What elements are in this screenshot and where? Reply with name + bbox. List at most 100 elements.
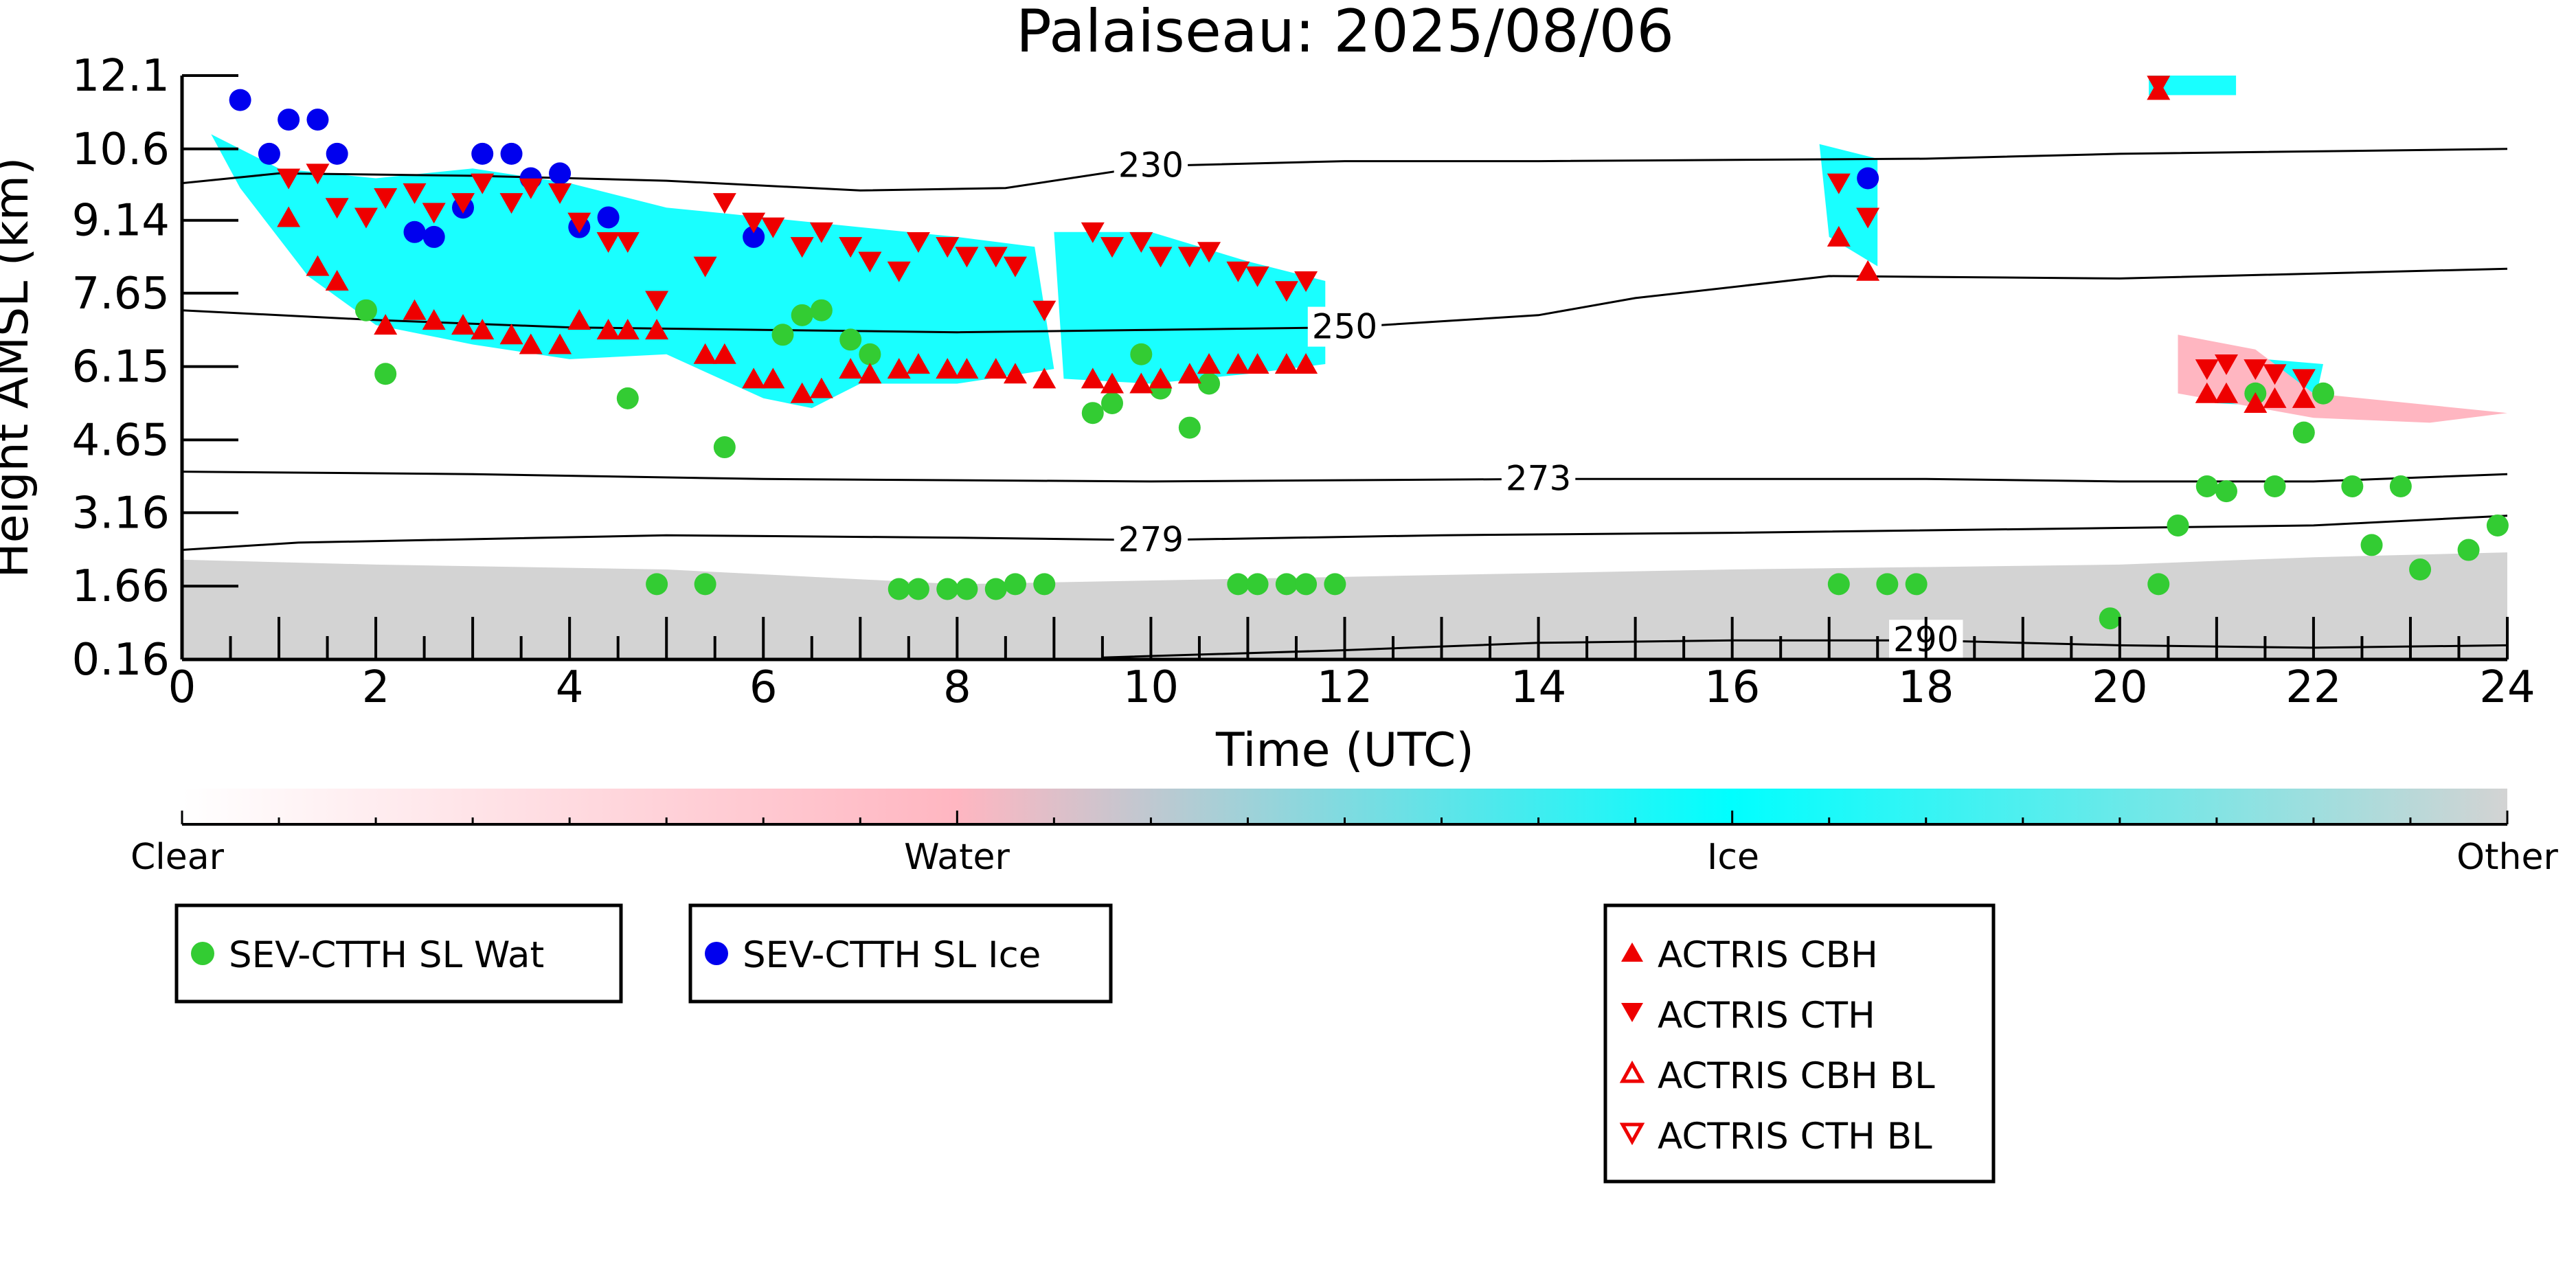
y-tick-label-9.14: 9.14	[72, 196, 170, 247]
x-tick-label-2: 2	[362, 662, 390, 713]
x-tick-label-4: 4	[556, 662, 584, 713]
marker-sev-ctth-sl-wat-41	[2341, 475, 2364, 497]
marker-actris-cbh-4	[403, 299, 427, 320]
x-tick-label-24: 24	[2479, 662, 2535, 713]
marker-sev-ctth-sl-wat-23	[1198, 372, 1221, 395]
marker-actris-cbh-8	[499, 324, 523, 345]
y-tick-label-6.15: 6.15	[72, 342, 170, 393]
legend-marker-cbh-bl	[1619, 1060, 1645, 1083]
marker-actris-cbh-27	[984, 358, 1008, 379]
marker-sev-ctth-sl-wat-18	[1081, 402, 1104, 425]
marker-sev-ctth-sl-ice-5	[403, 221, 426, 243]
legend-label-cth-bl: ACTRIS CTH BL	[1658, 1116, 1932, 1157]
marker-actris-cth-48	[2292, 369, 2316, 390]
marker-sev-ctth-sl-ice-0	[229, 89, 251, 111]
marker-actris-cbh-40	[1827, 225, 1851, 247]
marker-actris-cth-41	[1827, 173, 1851, 194]
marker-actris-cbh-32	[1129, 372, 1153, 394]
y-axis-ticks: 0.16 1.66 3.16 4.65 6.15 7.65 9.14 10.6 12.1	[72, 51, 238, 686]
marker-actris-cbh-16	[712, 343, 736, 364]
colorbar-label-other: Other	[2456, 837, 2558, 878]
marker-actris-cth-14	[615, 232, 640, 253]
legend-actris: ACTRIS CBH ACTRIS CTH ACTRIS CBH BL ACTR…	[1603, 903, 1996, 1184]
marker-sev-ctth-sl-wat-8	[810, 299, 833, 321]
marker-actris-cth-5	[403, 183, 427, 204]
marker-actris-cbh-24	[906, 353, 930, 374]
marker-actris-cbh-22	[858, 363, 882, 384]
marker-sev-ctth-sl-ice-13	[597, 206, 620, 229]
marker-sev-ctth-sl-ice-6	[422, 225, 445, 248]
marker-actris-cbh-11	[567, 308, 591, 330]
contour-label-bg-273	[1501, 458, 1576, 499]
marker-actris-cth-19	[761, 217, 785, 238]
marker-actris-cbh-47	[2292, 387, 2316, 408]
marker-actris-cbh-20	[809, 377, 833, 398]
marker-actris-cbh-31	[1100, 372, 1124, 394]
y-tick-label-4.65: 4.65	[72, 415, 170, 466]
marker-actris-cbh-45	[2244, 392, 2268, 413]
x-tick-label-0: 0	[168, 662, 196, 713]
y-tick-label-10.6: 10.6	[72, 124, 170, 175]
marker-actris-cth-20	[790, 237, 814, 258]
marker-actris-cth-28	[984, 247, 1008, 268]
marker-sev-ctth-sl-wat-10	[859, 343, 881, 365]
marker-sev-ctth-sl-wat-44	[2409, 558, 2432, 581]
marker-sev-ctth-sl-wat-24	[1227, 573, 1250, 596]
marker-actris-cth-16	[693, 256, 717, 278]
marker-sev-ctth-sl-wat-7	[791, 304, 813, 326]
marker-actris-cbh-46	[2263, 387, 2287, 408]
marker-sev-ctth-sl-wat-39	[2292, 421, 2315, 444]
marker-actris-cth-22	[839, 237, 863, 258]
marker-actris-cbh-29	[1032, 368, 1057, 389]
marker-sev-ctth-sl-ice-3	[306, 109, 329, 131]
x-tick-label-10: 10	[1123, 662, 1179, 713]
marker-sev-ctth-sl-wat-20	[1130, 343, 1153, 365]
marker-actris-cbh-36	[1226, 353, 1250, 374]
marker-sev-ctth-sl-wat-31	[1905, 573, 1928, 596]
marker-actris-cth-18	[742, 212, 766, 234]
marker-actris-cbh-2	[325, 269, 349, 291]
marker-sev-ctth-sl-wat-35	[2195, 475, 2218, 497]
marker-sev-ctth-sl-wat-45	[2457, 539, 2480, 561]
colorbar-label-ice: Ice	[1707, 837, 1759, 878]
cloud-region-water-6	[2178, 335, 2507, 423]
marker-actris-cbh-6	[451, 314, 475, 335]
marker-actris-cbh-26	[955, 358, 979, 379]
marker-actris-cbh-43	[2195, 382, 2219, 403]
marker-sev-ctth-sl-wat-6	[771, 324, 794, 346]
legend-marker-cbh	[1621, 942, 1643, 962]
marker-sev-ctth-sl-wat-42	[2360, 534, 2383, 556]
x-tick-label-6: 6	[749, 662, 778, 713]
marker-actris-cbh-13	[615, 319, 640, 340]
x-tick-label-8: 8	[943, 662, 971, 713]
marker-sev-ctth-sl-wat-14	[956, 578, 978, 600]
marker-sev-ctth-sl-wat-16	[1004, 573, 1026, 596]
marker-actris-cth-21	[809, 222, 833, 243]
y-tick-label-7.65: 7.65	[72, 269, 170, 319]
marker-actris-cbh-17	[742, 368, 766, 389]
colorbar: Clear Water Ice Other	[131, 789, 2558, 878]
marker-actris-cbh-10	[548, 333, 572, 354]
marker-actris-cbh-37	[1245, 353, 1269, 374]
contour-label-bg-230	[1114, 145, 1188, 185]
x-tick-label-22: 22	[2285, 662, 2341, 713]
marker-actris-cth-36	[1197, 242, 1221, 263]
marker-sev-ctth-sl-wat-0	[354, 299, 377, 321]
marker-sev-ctth-sl-ice-11	[549, 162, 572, 185]
contour-line-273	[182, 471, 2507, 483]
y-axis-label: Height AMSL (km)	[0, 157, 39, 578]
marker-sev-ctth-sl-ice-8	[471, 142, 494, 165]
marker-actris-cth-44	[2195, 359, 2219, 381]
marker-actris-cbh-44	[2214, 382, 2238, 403]
marker-actris-cth-23	[858, 251, 882, 273]
contour-line-250	[182, 267, 2507, 334]
marker-actris-cth-15	[645, 291, 669, 312]
x-tick-label-12: 12	[1317, 662, 1372, 713]
marker-actris-cbh-5	[422, 308, 446, 330]
marker-sev-ctth-sl-wat-22	[1178, 416, 1201, 439]
marker-actris-cbh-1	[306, 255, 330, 276]
marker-sev-ctth-sl-wat-1	[374, 363, 397, 385]
marker-actris-cth-3	[354, 207, 378, 229]
marker-sev-ctth-sl-wat-27	[1295, 573, 1318, 596]
legend-satellite-ice: SEV-CTTH SL Ice	[688, 903, 1113, 1004]
